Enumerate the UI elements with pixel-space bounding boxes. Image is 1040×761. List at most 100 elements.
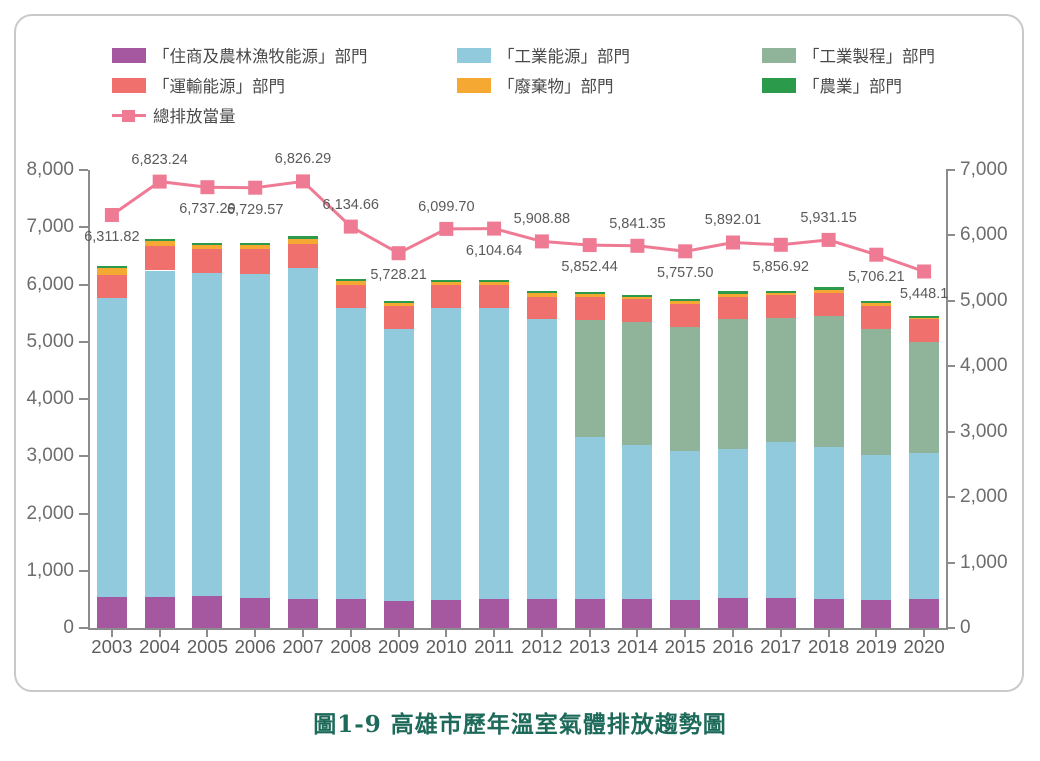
line-marker[interactable] xyxy=(582,238,597,253)
bar-segment xyxy=(288,238,318,244)
legend-item-total[interactable]: 總排放當量 xyxy=(112,103,457,127)
chart-legend: 「住商及農林漁牧能源」部門 「工業能源」部門 「工業製程」部門 「運輸能源」部門… xyxy=(112,40,942,130)
bar-stack[interactable] xyxy=(670,298,701,628)
y-tick-left xyxy=(79,569,88,572)
bar-segment xyxy=(765,441,796,598)
legend-item-agriculture[interactable]: 「農業」部門 xyxy=(762,73,942,97)
y-tick-label-left: 8,000 xyxy=(26,159,74,180)
data-label: 5,908.88 xyxy=(513,211,571,228)
bar-stack[interactable] xyxy=(909,316,940,628)
line-marker[interactable] xyxy=(678,244,693,259)
bar-segment xyxy=(288,243,318,269)
line-marker[interactable] xyxy=(869,247,884,262)
line-marker[interactable] xyxy=(152,174,167,189)
y-tick-label-right: 0 xyxy=(960,617,971,638)
bar-segment xyxy=(574,599,605,628)
line-marker[interactable] xyxy=(487,221,502,236)
bar-stack[interactable] xyxy=(96,266,127,628)
legend-label-total: 總排放當量 xyxy=(153,107,236,126)
bar-stack[interactable] xyxy=(383,301,414,628)
y-tick-label-right: 6,000 xyxy=(960,224,1008,246)
line-marker[interactable] xyxy=(821,232,836,247)
y-tick-right xyxy=(946,561,955,564)
bar-segment xyxy=(718,319,748,450)
bar-stack[interactable] xyxy=(240,243,271,628)
line-marker[interactable] xyxy=(296,174,310,189)
line-marker[interactable] xyxy=(726,235,740,250)
line-marker[interactable] xyxy=(200,180,215,195)
line-marker[interactable] xyxy=(630,238,645,253)
legend-label-industry-energy: 「工業能源」部門 xyxy=(498,47,630,66)
bar-stack[interactable] xyxy=(622,294,653,628)
bar-segment xyxy=(288,236,318,239)
chart-frame xyxy=(14,14,1024,692)
line-marker[interactable] xyxy=(917,264,932,279)
bar-segment xyxy=(335,279,366,282)
bar-segment xyxy=(765,290,796,293)
legend-item-industry-energy[interactable]: 「工業能源」部門 xyxy=(457,43,762,67)
bar-segment xyxy=(383,301,414,304)
line-marker[interactable] xyxy=(773,237,788,252)
bar-segment xyxy=(622,599,653,628)
bar-stack[interactable] xyxy=(192,243,223,628)
bar-stack[interactable] xyxy=(288,236,318,628)
bar-segment xyxy=(335,281,366,285)
line-marker[interactable] xyxy=(343,219,358,234)
bar-stack[interactable] xyxy=(718,291,748,628)
bar-stack[interactable] xyxy=(526,291,557,628)
bar-segment xyxy=(813,315,844,447)
bar-stack[interactable] xyxy=(144,238,175,628)
bar-segment xyxy=(479,281,510,285)
line-marker[interactable] xyxy=(104,208,119,222)
legend-item-transport[interactable]: 「運輸能源」部門 xyxy=(112,73,457,97)
x-tick-label: 2008 xyxy=(330,636,372,657)
bar-segment xyxy=(813,446,844,599)
x-tick-label: 2013 xyxy=(569,636,611,657)
bar-segment xyxy=(765,292,796,296)
legend-swatch-agriculture xyxy=(762,77,796,93)
bar-stack[interactable] xyxy=(861,300,892,628)
bar-segment xyxy=(383,306,414,330)
x-tick xyxy=(827,628,830,637)
x-tick xyxy=(875,628,878,637)
bar-stack[interactable] xyxy=(431,279,462,628)
line-marker[interactable] xyxy=(391,246,406,261)
bar-segment xyxy=(861,305,892,329)
data-label: 6,104.64 xyxy=(465,242,523,259)
y-tick-right xyxy=(946,430,955,433)
y-axis-right xyxy=(946,170,948,630)
bar-segment xyxy=(574,293,605,297)
y-tick-left xyxy=(79,512,88,515)
bar-segment xyxy=(192,245,223,250)
bar-segment xyxy=(192,273,223,596)
x-tick-label: 2019 xyxy=(855,636,897,657)
bar-segment xyxy=(861,599,892,628)
x-tick-label: 2015 xyxy=(664,636,706,657)
x-tick xyxy=(588,628,591,637)
data-label: 6,099.70 xyxy=(418,198,475,215)
bar-segment xyxy=(765,318,796,442)
bar-stack[interactable] xyxy=(765,290,796,628)
figure-caption: 圖1-9 高雄市歷年溫室氣體排放趨勢圖 xyxy=(313,711,727,738)
legend-item-waste[interactable]: 「廢棄物」部門 xyxy=(457,73,762,97)
y-tick-label-left: 0 xyxy=(63,617,74,638)
line-marker[interactable] xyxy=(439,221,454,236)
line-marker[interactable] xyxy=(248,180,263,195)
y-tick-right xyxy=(946,496,955,499)
bar-stack[interactable] xyxy=(479,279,510,628)
data-label: 5,892.01 xyxy=(704,212,762,229)
bar-segment xyxy=(718,294,748,297)
bar-segment xyxy=(765,295,796,319)
legend-label-transport: 「運輸能源」部門 xyxy=(153,77,285,96)
x-tick xyxy=(923,628,926,637)
bar-stack[interactable] xyxy=(574,292,605,628)
data-label: 5,757.50 xyxy=(656,265,714,282)
line-marker[interactable] xyxy=(534,234,549,249)
legend-item-residential[interactable]: 「住商及農林漁牧能源」部門 xyxy=(112,43,457,67)
legend-item-industry-process[interactable]: 「工業製程」部門 xyxy=(762,43,942,67)
data-label: 5,728.21 xyxy=(370,267,427,284)
bar-stack[interactable] xyxy=(335,279,366,628)
bar-stack[interactable] xyxy=(813,287,844,628)
bar-segment xyxy=(861,454,892,600)
x-axis xyxy=(88,628,948,630)
